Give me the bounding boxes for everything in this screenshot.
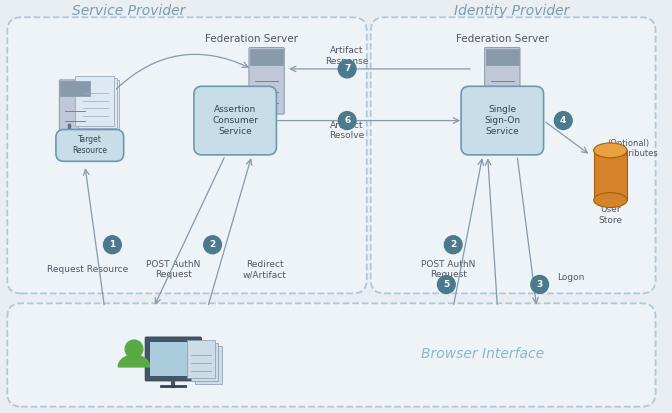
Text: 1: 1 [110, 240, 116, 249]
Text: Federation Server: Federation Server [206, 34, 298, 44]
Text: POST AuthN
Request: POST AuthN Request [146, 260, 200, 279]
Text: 2: 2 [450, 240, 456, 249]
FancyBboxPatch shape [191, 343, 218, 381]
FancyBboxPatch shape [194, 86, 276, 155]
FancyBboxPatch shape [486, 49, 519, 65]
Circle shape [125, 340, 143, 358]
FancyBboxPatch shape [187, 340, 214, 378]
FancyBboxPatch shape [68, 124, 71, 128]
Text: Artifact
Resolve: Artifact Resolve [329, 121, 365, 140]
FancyBboxPatch shape [593, 150, 627, 200]
FancyBboxPatch shape [371, 17, 656, 293]
FancyBboxPatch shape [250, 49, 284, 65]
Text: POST AuthN
Request: POST AuthN Request [421, 260, 476, 279]
Polygon shape [118, 355, 150, 367]
FancyBboxPatch shape [7, 17, 367, 293]
Circle shape [437, 275, 455, 293]
Text: 3: 3 [536, 280, 543, 289]
FancyBboxPatch shape [258, 95, 262, 100]
FancyBboxPatch shape [56, 130, 124, 161]
Text: Target
Resource: Target Resource [73, 135, 108, 155]
Text: 5: 5 [444, 280, 450, 289]
Text: 2: 2 [210, 240, 216, 249]
FancyBboxPatch shape [75, 76, 114, 126]
FancyBboxPatch shape [151, 342, 196, 376]
Text: Artifact
Response: Artifact Response [325, 46, 369, 66]
FancyBboxPatch shape [195, 346, 222, 384]
FancyBboxPatch shape [249, 47, 284, 114]
Ellipse shape [593, 192, 627, 207]
Text: Single
Sign-On
Service: Single Sign-On Service [485, 105, 520, 136]
Text: User
Store: User Store [598, 205, 622, 225]
Text: Federation Server: Federation Server [456, 34, 549, 44]
Circle shape [338, 60, 356, 78]
FancyBboxPatch shape [485, 47, 520, 114]
FancyBboxPatch shape [78, 78, 118, 128]
Text: Logon: Logon [557, 273, 585, 282]
FancyBboxPatch shape [60, 81, 90, 96]
FancyBboxPatch shape [461, 86, 544, 155]
FancyBboxPatch shape [80, 80, 119, 130]
Circle shape [554, 112, 572, 130]
FancyBboxPatch shape [145, 337, 202, 381]
Text: Browser Interface: Browser Interface [421, 347, 544, 361]
Text: 6: 6 [344, 116, 350, 125]
Text: 4: 4 [560, 116, 566, 125]
FancyBboxPatch shape [7, 303, 656, 407]
Text: Assertion
Consumer
Service: Assertion Consumer Service [212, 105, 258, 136]
FancyBboxPatch shape [59, 80, 91, 141]
Circle shape [204, 236, 221, 254]
Circle shape [531, 275, 548, 293]
Text: Redirect
w/Artifact: Redirect w/Artifact [243, 260, 286, 279]
Circle shape [338, 112, 356, 130]
Text: (Optional)
Get attributes: (Optional) Get attributes [599, 139, 657, 158]
Circle shape [444, 236, 462, 254]
Text: Request Resource: Request Resource [47, 265, 128, 274]
Text: Service Provider: Service Provider [73, 4, 185, 18]
Circle shape [103, 236, 121, 254]
Text: 7: 7 [344, 64, 350, 74]
FancyBboxPatch shape [494, 95, 498, 100]
Ellipse shape [593, 143, 627, 158]
Text: Identity Provider: Identity Provider [454, 4, 570, 18]
